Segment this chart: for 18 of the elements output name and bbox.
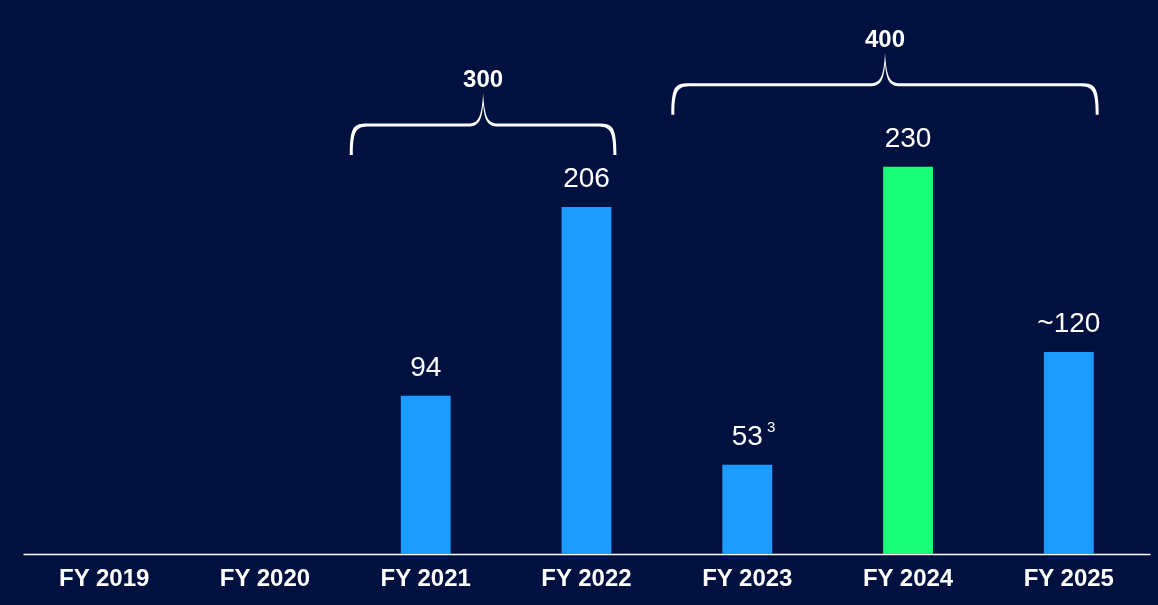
data-label: 94: [410, 350, 442, 382]
bar: [722, 464, 773, 554]
bar: [400, 395, 451, 554]
annotation: 300: [463, 65, 504, 93]
bar: [883, 166, 933, 554]
x-tick-label: FY 2021: [380, 563, 471, 591]
x-tick-label: FY 2024: [862, 563, 954, 591]
bar: [561, 207, 612, 554]
data-label: 206: [563, 162, 610, 194]
x-tick-label: FY 2025: [1023, 563, 1114, 591]
data-label: ~120: [1037, 306, 1101, 338]
data-label: 230: [884, 121, 932, 153]
x-tick-label: FY 2019: [59, 563, 150, 591]
annotation: 400: [865, 24, 906, 52]
bar: [1043, 351, 1094, 554]
x-tick-label: FY 2020: [219, 563, 311, 591]
x-tick-label: FY 2022: [541, 563, 632, 591]
x-tick-label: FY 2023: [702, 563, 793, 591]
